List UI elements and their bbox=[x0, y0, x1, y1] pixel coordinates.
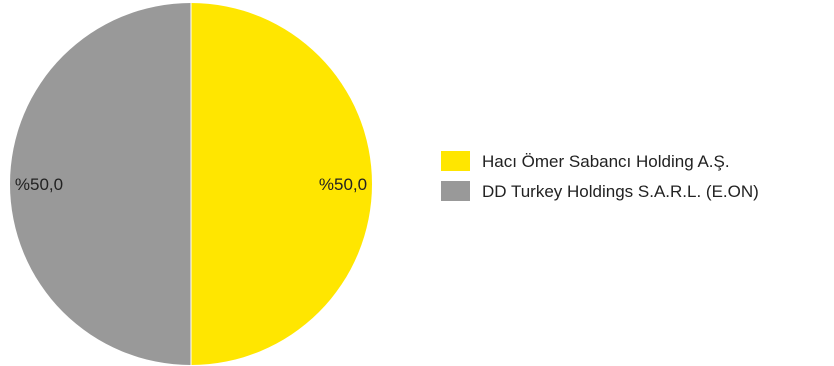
legend-label-1: DD Turkey Holdings S.A.R.L. (E.ON) bbox=[482, 182, 759, 201]
pie-slice-labels: %50,0 %50,0 bbox=[15, 175, 367, 194]
legend: Hacı Ömer Sabancı Holding A.Ş. DD Turkey … bbox=[441, 151, 759, 201]
pie-slice-label-1: %50,0 bbox=[15, 175, 63, 194]
legend-label-0: Hacı Ömer Sabancı Holding A.Ş. bbox=[482, 152, 730, 171]
legend-swatch-1 bbox=[441, 181, 470, 201]
pie-slice-0 bbox=[191, 3, 372, 365]
pie-slice-1 bbox=[10, 3, 191, 365]
pie-slice-label-0: %50,0 bbox=[319, 175, 367, 194]
legend-swatch-0 bbox=[441, 151, 470, 171]
pie-slices bbox=[10, 3, 372, 365]
